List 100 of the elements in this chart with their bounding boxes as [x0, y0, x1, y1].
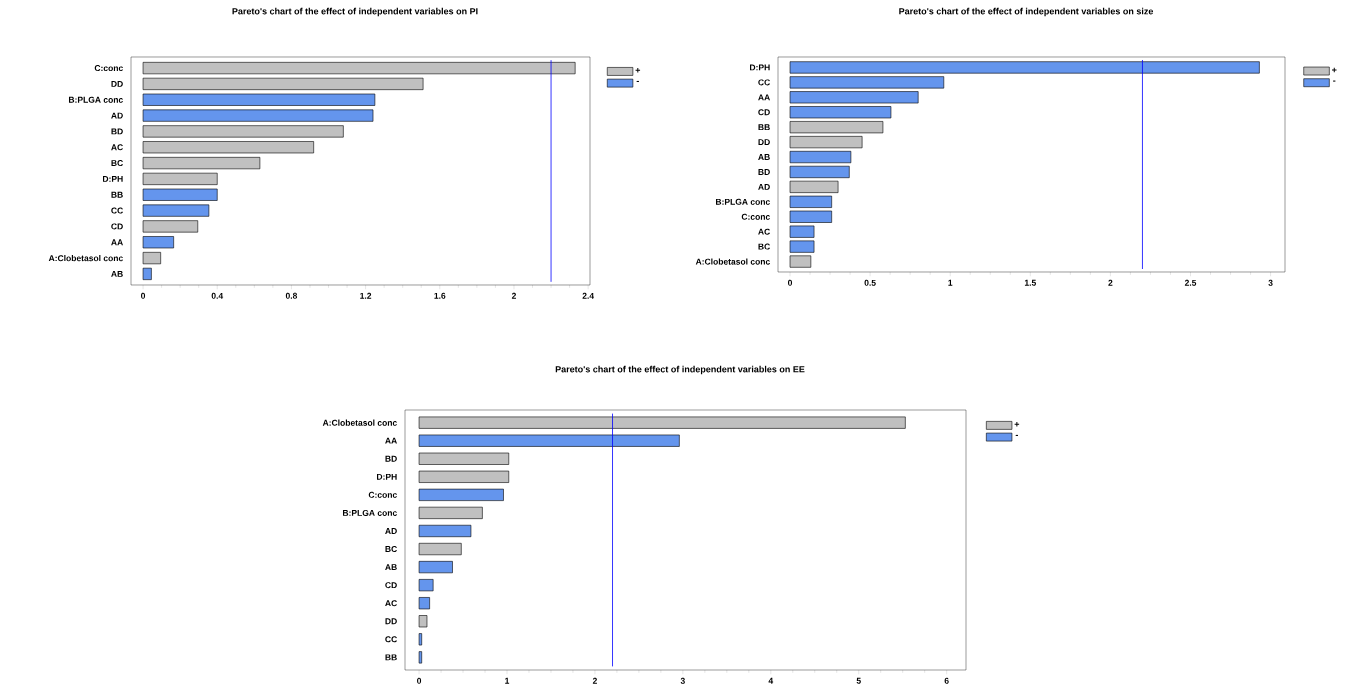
x-tick-label: 0 [141, 292, 146, 299]
y-tick-label: BC [758, 243, 770, 250]
bar [418, 416, 906, 429]
y-tick-label: BD [111, 128, 123, 135]
x-tick-label: 0 [787, 279, 793, 286]
y-tick-label: C:conc [368, 491, 397, 498]
bar [418, 452, 510, 465]
bar [142, 220, 199, 233]
x-tick-label: 2 [1108, 279, 1113, 286]
y-tick-label: A:Clobetasol conc [322, 419, 397, 426]
bar [789, 150, 852, 164]
y-tick-label: A:Clobetasol conc [695, 258, 770, 265]
legend-label: - [1333, 80, 1336, 82]
y-tick-label: C:conc [741, 213, 770, 220]
y-tick-label: BB [385, 654, 397, 661]
y-tick-label: B:PLGA conc [342, 509, 397, 516]
y-tick-label: AC [111, 144, 123, 151]
legend-label: - [1015, 434, 1019, 436]
bar [789, 195, 832, 208]
x-tick-label: 2 [511, 292, 516, 299]
bar [418, 470, 510, 483]
y-tick-label: B:PLGA conc [715, 198, 770, 205]
bar [789, 210, 832, 223]
y-tick-label: BC [111, 160, 123, 167]
x-tick-label: 2 [592, 677, 597, 684]
bar [142, 109, 374, 122]
y-tick-label: AD [385, 528, 397, 534]
bar [789, 180, 839, 193]
y-tick-label: D:PH [376, 473, 397, 480]
y-tick-label: DD [111, 80, 123, 87]
y-tick-label: AA [111, 239, 123, 246]
bar [789, 225, 815, 238]
legend-label: - [636, 80, 639, 82]
x-tick-label: 1.6 [434, 292, 446, 299]
y-tick-label: AC [385, 600, 397, 607]
bar [418, 542, 462, 556]
bar [789, 165, 850, 179]
y-tick-label: AA [758, 94, 770, 101]
bar [418, 597, 430, 610]
y-tick-label: AB [111, 270, 123, 277]
bar [789, 136, 863, 149]
legend-label: + [1014, 421, 1020, 427]
x-tick-label: 1.5 [1024, 279, 1036, 286]
bar [418, 615, 428, 628]
bar [142, 157, 261, 170]
y-tick-label: D:PH [102, 175, 123, 182]
bar [418, 524, 472, 538]
bar [142, 188, 218, 201]
x-tick-label: 1 [505, 677, 510, 684]
bar [418, 561, 453, 574]
y-tick-label: BB [758, 124, 770, 131]
bar [789, 106, 892, 119]
bar [142, 267, 152, 280]
bar [142, 125, 344, 138]
bar [142, 141, 314, 154]
y-tick-label: A:Clobetasol conc [48, 254, 123, 262]
x-tick-label: 0.8 [285, 292, 298, 299]
x-tick-label: 3 [1268, 279, 1273, 286]
y-tick-label: AD [758, 183, 770, 190]
legend-label: + [635, 68, 641, 73]
y-tick-label: D:PH [750, 64, 770, 71]
bar [789, 240, 815, 253]
y-tick-label: AC [758, 228, 770, 235]
x-tick-label: 1 [948, 279, 953, 286]
bar [418, 506, 483, 519]
bar [418, 488, 504, 501]
y-tick-label: BC [385, 546, 397, 553]
y-tick-label: AA [385, 437, 397, 444]
x-tick-label: 6 [944, 677, 949, 684]
bar [418, 579, 434, 592]
x-tick-label: 0.5 [864, 279, 876, 286]
y-tick-label: CC [385, 636, 397, 643]
bar [789, 121, 884, 134]
y-tick-label: AB [758, 154, 770, 160]
bar [418, 633, 423, 646]
y-tick-label: CD [111, 223, 123, 230]
y-tick-label: B:PLGA conc [68, 96, 123, 103]
y-tick-label: CC [758, 79, 770, 86]
y-tick-label: BD [758, 169, 770, 175]
x-tick-label: 4 [768, 677, 774, 684]
legend-label: + [1332, 67, 1337, 73]
x-tick-label: 5 [856, 677, 861, 684]
y-tick-label: DD [758, 139, 770, 146]
bar [142, 93, 376, 106]
bar [789, 255, 812, 268]
y-tick-label: BB [111, 191, 123, 198]
y-tick-label: AD [111, 112, 123, 119]
x-tick-label: 0.4 [211, 292, 224, 299]
bar [142, 252, 161, 265]
x-tick-label: 0 [417, 677, 422, 684]
y-tick-label: DD [385, 618, 397, 625]
chart-title: Pareto's chart of the effect of independent variables on size [899, 7, 1154, 17]
y-tick-label: CC [111, 207, 123, 214]
x-tick-label: 2.4 [582, 292, 595, 299]
chart-title: Pareto's chart of the effect of independent variables on PI [232, 7, 478, 17]
bar [789, 61, 1260, 74]
bar [418, 651, 423, 664]
y-tick-label: BD [385, 455, 397, 462]
bar [418, 434, 680, 447]
x-tick-label: 2.5 [1184, 279, 1197, 286]
